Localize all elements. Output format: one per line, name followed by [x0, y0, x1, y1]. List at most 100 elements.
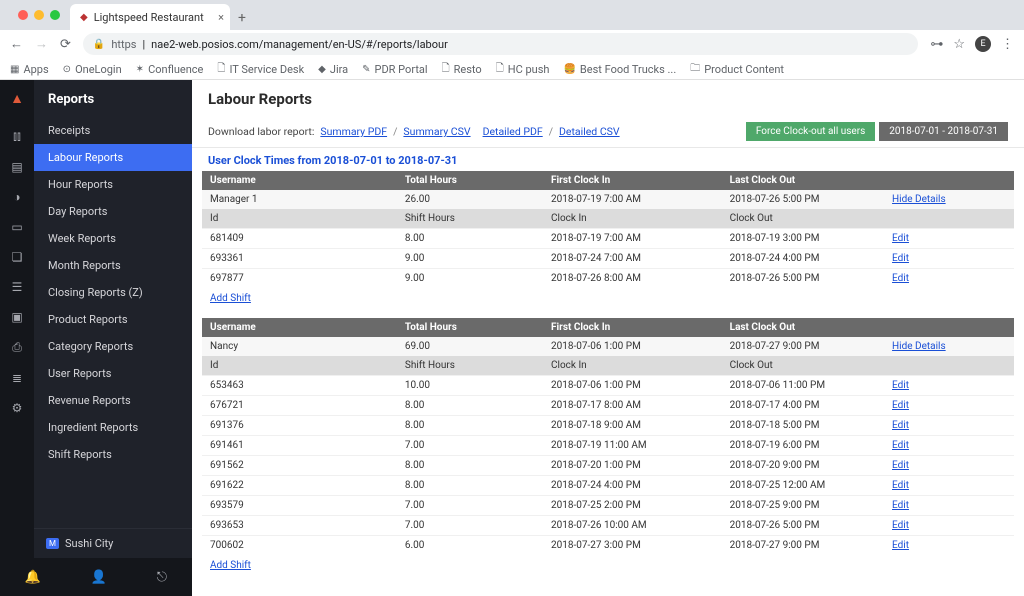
sidebar-item-closing-reports-z-[interactable]: Closing Reports (Z) [34, 279, 192, 306]
forward-icon[interactable]: → [35, 36, 48, 52]
window-controls[interactable] [8, 0, 70, 20]
sidebar-item-hour-reports[interactable]: Hour Reports [34, 171, 192, 198]
bookmark-item[interactable]: 🗋HC push [496, 61, 550, 78]
edit-shift-link[interactable]: Edit [892, 253, 909, 264]
id-card-icon[interactable]: ▭ [11, 220, 22, 234]
menu-icon[interactable]: ⋮ [1001, 37, 1014, 52]
edit-shift-link[interactable]: Edit [892, 440, 909, 451]
edit-shift-link[interactable]: Edit [892, 480, 909, 491]
sidebar-item-day-reports[interactable]: Day Reports [34, 198, 192, 225]
tab-close-icon[interactable]: × [218, 11, 224, 24]
sidebar-item-receipts[interactable]: Receipts [34, 117, 192, 144]
stack-icon[interactable]: ☰ [12, 280, 23, 294]
edit-shift-link[interactable]: Edit [892, 380, 909, 391]
date-range-button[interactable]: 2018-07-01 - 2018-07-31 [879, 122, 1008, 141]
establishment-selector[interactable]: M Sushi City [34, 528, 192, 558]
clock-in-cell: 2018-07-24 4:00 PM [543, 476, 722, 496]
shift-header: Id [202, 356, 397, 376]
gear-icon[interactable]: ⚙ [12, 401, 23, 415]
link-summary-csv[interactable]: Summary CSV [403, 125, 470, 138]
lock-closed-icon[interactable]: ▣ [11, 310, 22, 324]
bookmark-item[interactable]: ✶Confluence [136, 63, 204, 76]
sidebar-item-week-reports[interactable]: Week Reports [34, 225, 192, 252]
sidebar-item-ingredient-reports[interactable]: Ingredient Reports [34, 414, 192, 441]
edit-shift-link[interactable]: Edit [892, 520, 909, 531]
sidebar-item-shift-reports[interactable]: Shift Reports [34, 441, 192, 468]
apps-button[interactable]: ▦Apps [10, 63, 49, 76]
sidebar-item-month-reports[interactable]: Month Reports [34, 252, 192, 279]
reload-icon[interactable]: ⟳ [60, 37, 71, 52]
shift-row: 691376 8.00 2018-07-18 9:00 AM 2018-07-1… [202, 416, 1014, 436]
table-header [884, 171, 1014, 190]
shift-header: Shift Hours [397, 209, 543, 229]
clock-out-cell: 2018-07-27 9:00 PM [722, 536, 884, 556]
minimize-window-icon[interactable] [34, 10, 44, 20]
hide-details-link[interactable]: Hide Details [892, 341, 946, 352]
icon-rail: ▲ ⫾⫾ ▤ ◑ ▭ ❏ ☰ ▣ ⎙ ≣ ⚙ [0, 80, 34, 558]
edit-shift-link[interactable]: Edit [892, 233, 909, 244]
shift-row: 691461 7.00 2018-07-19 11:00 AM 2018-07-… [202, 436, 1014, 456]
star-icon[interactable]: ☆ [953, 37, 965, 52]
bookmark-item[interactable]: 🗋Resto [442, 61, 482, 78]
edit-shift-link[interactable]: Edit [892, 540, 909, 551]
shift-header: Shift Hours [397, 356, 543, 376]
clock-in-cell: 2018-07-26 10:00 AM [543, 516, 722, 536]
sidebar-item-product-reports[interactable]: Product Reports [34, 306, 192, 333]
bookmark-item[interactable]: ◆Jira [318, 63, 348, 76]
back-icon[interactable]: ← [10, 36, 23, 52]
clock-out-cell: 2018-07-19 3:00 PM [722, 229, 884, 249]
bookmark-item[interactable]: 🗋IT Service Desk [217, 61, 304, 78]
clock-out-cell: 2018-07-18 5:00 PM [722, 416, 884, 436]
profile-avatar[interactable]: E [975, 36, 991, 52]
hide-details-link[interactable]: Hide Details [892, 194, 946, 205]
browser-tab[interactable]: ◆ Lightspeed Restaurant × [70, 4, 230, 30]
key-icon[interactable]: ⊶ [930, 37, 943, 52]
tag-icon[interactable]: ❏ [12, 250, 23, 264]
dashboard-icon[interactable]: ◑ [13, 190, 20, 204]
edit-shift-link[interactable]: Edit [892, 500, 909, 511]
clock-out-cell: 2018-07-20 9:00 PM [722, 456, 884, 476]
bell-icon[interactable]: 🔔 [25, 570, 41, 585]
url-input[interactable]: 🔒 https | nae2-web.posios.com/management… [83, 33, 918, 55]
edit-shift-link[interactable]: Edit [892, 460, 909, 471]
user-name-cell: Nancy [202, 337, 397, 356]
shift-hours-cell: 6.00 [397, 536, 543, 556]
sidebar-item-labour-reports[interactable]: Labour Reports [34, 144, 192, 171]
link-detailed-csv[interactable]: Detailed CSV [559, 125, 620, 138]
maximize-window-icon[interactable] [50, 10, 60, 20]
link-detailed-pdf[interactable]: Detailed PDF [483, 125, 543, 138]
shift-id-cell: 691622 [202, 476, 397, 496]
shift-hours-cell: 10.00 [397, 376, 543, 396]
clock-out-cell: 2018-07-06 11:00 PM [722, 376, 884, 396]
edit-shift-link[interactable]: Edit [892, 273, 909, 284]
force-clock-out-button[interactable]: Force Clock-out all users [746, 122, 875, 141]
shift-hours-cell: 7.00 [397, 436, 543, 456]
user-icon[interactable]: 👤 [91, 570, 107, 585]
bookmark-item[interactable]: ✎PDR Portal [362, 63, 427, 76]
table-header [884, 318, 1014, 337]
add-shift-link[interactable]: Add Shift [210, 560, 251, 571]
link-summary-pdf[interactable]: Summary PDF [320, 125, 387, 138]
bookmark-item[interactable]: 🗀Product Content [690, 61, 784, 78]
chart-icon[interactable]: ⫾⫾ [13, 129, 21, 144]
printer-icon[interactable]: ⎙ [12, 340, 22, 355]
edit-shift-link[interactable]: Edit [892, 400, 909, 411]
add-shift-link[interactable]: Add Shift [210, 293, 251, 304]
clock-in-cell: 2018-07-27 3:00 PM [543, 536, 722, 556]
browser-chrome: ◆ Lightspeed Restaurant × + ← → ⟳ 🔒 http… [0, 0, 1024, 80]
bookmark-item[interactable]: 🍔Best Food Trucks ... [563, 63, 676, 76]
sidebar-item-category-reports[interactable]: Category Reports [34, 333, 192, 360]
bookmark-item[interactable]: ⊙OneLogin [63, 63, 122, 76]
calendar-icon[interactable]: ▤ [11, 160, 22, 174]
lightspeed-favicon-icon: ◆ [80, 12, 88, 23]
table-header: Last Clock Out [722, 171, 884, 190]
lightspeed-logo-icon[interactable]: ▲ [10, 90, 24, 107]
sidebar-item-user-reports[interactable]: User Reports [34, 360, 192, 387]
new-tab-button[interactable]: + [230, 10, 254, 30]
sidebar-item-revenue-reports[interactable]: Revenue Reports [34, 387, 192, 414]
close-window-icon[interactable] [18, 10, 28, 20]
edit-shift-link[interactable]: Edit [892, 420, 909, 431]
logout-icon[interactable]: ⎋ [157, 570, 167, 585]
shift-row: 691562 8.00 2018-07-20 1:00 PM 2018-07-2… [202, 456, 1014, 476]
list-icon[interactable]: ≣ [12, 371, 22, 385]
